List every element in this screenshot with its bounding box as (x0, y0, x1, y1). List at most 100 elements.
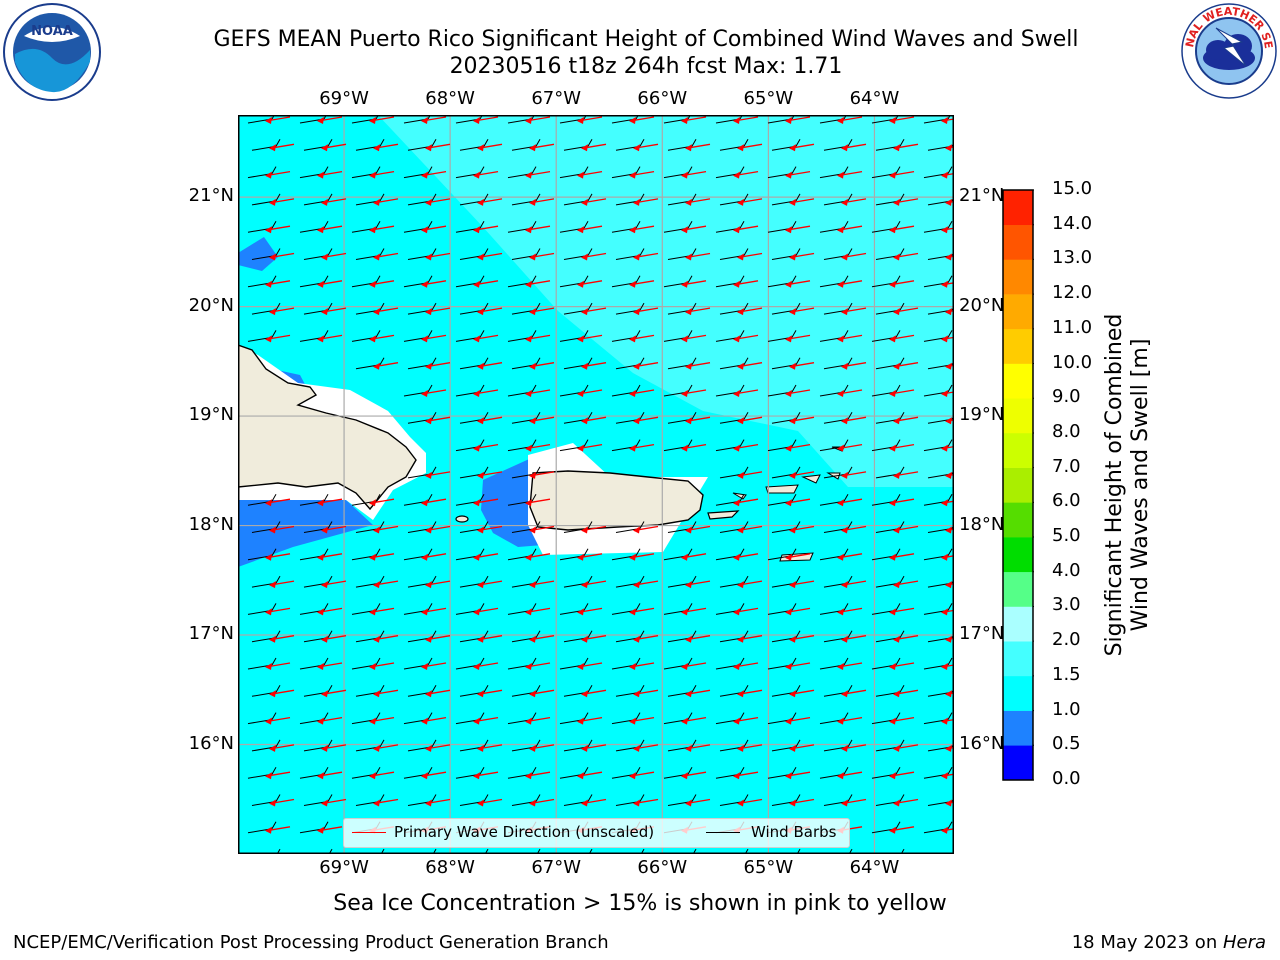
wave-direction-arrow (789, 744, 815, 752)
wave-direction-arrow (525, 280, 551, 288)
wave-direction-arrow (477, 198, 503, 206)
wave-direction-arrow (837, 716, 863, 725)
wave-direction-arrow (681, 662, 707, 670)
wave-direction-arrow (733, 116, 759, 124)
wave-direction-arrow (529, 252, 555, 261)
wave-direction-arrow (529, 580, 555, 589)
colorbar (1002, 189, 1034, 781)
wave-direction-arrow (841, 580, 867, 589)
wave-direction-arrow (685, 525, 711, 534)
wave-direction-arrow (889, 771, 915, 780)
wave-direction-arrow (269, 143, 295, 152)
wave-direction-arrow (789, 580, 815, 589)
wave-direction-arrow (321, 635, 347, 643)
wave-direction-arrow (373, 143, 399, 152)
wave-direction-arrow (269, 744, 295, 752)
wave-direction-arrow (473, 716, 499, 725)
wave-direction-arrow (577, 553, 603, 561)
shallow-patch-west (238, 500, 373, 567)
lon-label-bottom: 69°W (319, 857, 369, 878)
wave-direction-arrow (421, 771, 447, 780)
wave-direction-arrow (577, 662, 603, 670)
colorbar-segment (1003, 641, 1033, 677)
wave-direction-arrow (737, 362, 763, 370)
wave-direction-arrow (473, 443, 499, 452)
wave-direction-arrow (841, 689, 867, 698)
wave-direction-arrow (369, 334, 395, 343)
wave-direction-arrow (629, 716, 655, 725)
colorbar-segment (1003, 502, 1033, 538)
wave-direction-arrow (529, 798, 555, 807)
wave-direction-arrow (421, 280, 447, 288)
vieques-island (707, 510, 740, 520)
wave-direction-arrow (473, 389, 499, 397)
wave-direction-arrow (789, 525, 815, 534)
wave-direction-arrow (837, 771, 863, 780)
wave-direction-arrow (941, 226, 954, 234)
wave-direction-arrow (941, 663, 954, 670)
wave-direction-arrow (473, 280, 499, 288)
puerto-rico-land (529, 470, 704, 531)
wave-direction-arrow (269, 798, 295, 807)
wave-direction-arrow (425, 416, 451, 425)
lat-label-left: 19°N (188, 404, 234, 426)
wave-direction-arrow (369, 280, 395, 288)
lon-label-top: 68°W (425, 88, 475, 109)
lat-label-right: 19°N (959, 404, 1005, 426)
lat-label-left: 17°N (188, 623, 234, 645)
wave-direction-arrow (577, 116, 603, 124)
colorbar-tick-label: 11.0 (1052, 316, 1093, 338)
wave-direction-arrow (889, 662, 915, 670)
wave-direction-arrow (269, 525, 295, 534)
wave-direction-arrow (733, 443, 759, 452)
wave-direction-arrow (477, 362, 503, 370)
wave-direction-arrow (893, 307, 919, 316)
wave-direction-arrow (837, 553, 863, 561)
colorbar-frame (1002, 189, 1034, 781)
wave-direction-arrow (941, 499, 954, 507)
wave-direction-arrow (685, 252, 711, 261)
wave-direction-arrow (525, 662, 551, 670)
wave-direction-arrow (837, 280, 863, 288)
wave-direction-arrow (629, 553, 655, 561)
wave-direction-arrow (681, 607, 707, 616)
wave-direction-arrow (425, 252, 451, 261)
wave-direction-arrow (473, 170, 499, 179)
colorbar-tick-label: 3.0 (1052, 594, 1081, 616)
wave-direction-arrow (581, 744, 607, 752)
wave-direction-arrow (425, 307, 451, 316)
nws-logo-icon: NATIONAL WEATHER SERVICE (1180, 2, 1277, 99)
wave-direction-arrow (269, 307, 295, 316)
wave-direction-arrow (633, 307, 659, 316)
lat-label-right: 16°N (959, 732, 1005, 754)
lon-label-top: 69°W (319, 88, 369, 109)
tortola-island (801, 474, 821, 484)
wave-direction-arrow (265, 116, 291, 124)
wave-direction-arrow (581, 252, 607, 261)
wave-direction-arrow (893, 689, 919, 698)
wave-direction-arrow (889, 334, 915, 343)
colorbar-tick-label: 6.0 (1052, 490, 1081, 512)
hispaniola-land (238, 344, 417, 511)
lat-label-right: 20°N (959, 294, 1005, 316)
wave-direction-arrow (529, 143, 555, 152)
wave-direction-arrow (837, 389, 863, 397)
wave-direction-arrow (577, 225, 603, 234)
wave-direction-arrow (529, 689, 555, 698)
wave-direction-arrow (473, 498, 499, 507)
wave-direction-arrow (265, 716, 291, 725)
wave-direction-arrow (421, 553, 447, 561)
wave-direction-arrow (373, 362, 399, 370)
wave-direction-arrow (733, 716, 759, 725)
wave-direction-arrow (473, 607, 499, 616)
wave-direction-arrow (265, 170, 291, 179)
wave-direction-arrow (369, 716, 395, 725)
wave-direction-arrow (369, 170, 395, 179)
wave-direction-arrow (733, 498, 759, 507)
colorbar-title-line2: Wind Waves and Swell [m] (1128, 338, 1153, 632)
wave-direction-arrow (681, 553, 707, 561)
wave-direction-arrow (369, 771, 395, 780)
wave-direction-arrow (373, 635, 399, 643)
wave-direction-arrow (733, 389, 759, 397)
wave-direction-arrow (841, 635, 867, 643)
